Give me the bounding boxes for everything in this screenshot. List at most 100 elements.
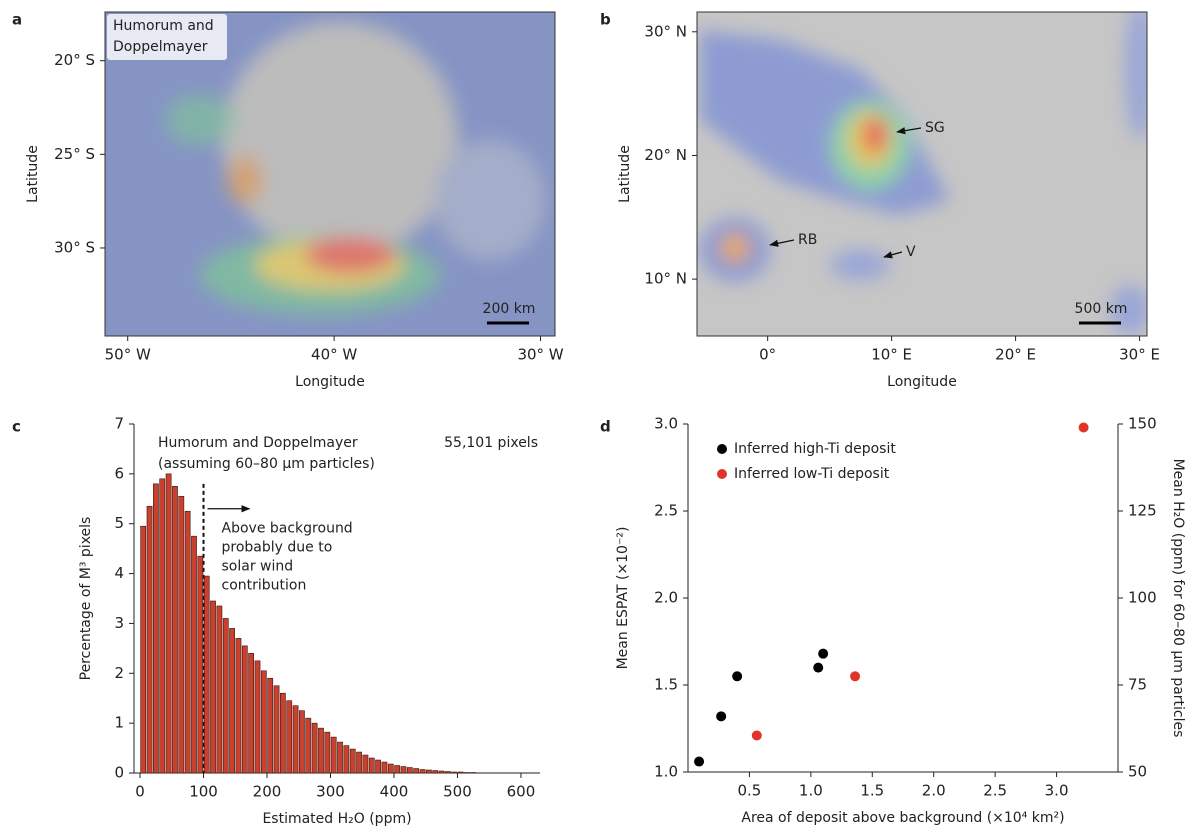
y-tick-label: 0: [114, 764, 124, 782]
map-label: SG: [925, 120, 945, 136]
y-tick-label: 3.0: [654, 415, 678, 433]
y-tick-label: 30° N: [644, 22, 687, 40]
y-tick-label: 25° S: [54, 145, 95, 163]
annotation: solar wind: [222, 559, 294, 575]
y-tick-label: 2.5: [654, 502, 678, 520]
bar: [293, 706, 298, 773]
x-tick-label: 0: [135, 783, 145, 801]
x-tick-label: 600: [507, 783, 536, 801]
bar: [160, 479, 165, 773]
bar: [179, 496, 184, 773]
bar: [445, 772, 450, 773]
bar: [255, 661, 260, 773]
bar: [172, 486, 177, 773]
scale-bar-label: 500 km: [1075, 301, 1128, 317]
y-tick-label: 7: [114, 415, 124, 433]
y2-tick-label: 75: [1128, 676, 1147, 694]
x-tick-label: 1.5: [860, 782, 884, 800]
y-tick-label: 20° S: [54, 51, 95, 69]
bar: [458, 772, 463, 773]
bar: [166, 474, 171, 773]
x-tick-label: 30° W: [517, 346, 563, 364]
bar: [356, 752, 361, 773]
point: [818, 649, 828, 659]
x-axis-label: Area of deposit above background (×10⁴ k…: [741, 810, 1064, 826]
y-tick-label: 1.0: [654, 763, 678, 781]
point: [716, 711, 726, 721]
panel-label: d: [600, 418, 611, 436]
pixel-count: 55,101 pixels: [444, 435, 538, 451]
x-tick-label: 50° W: [105, 346, 151, 364]
x-tick-label: 400: [380, 783, 409, 801]
bar: [344, 746, 349, 773]
bar: [388, 764, 393, 773]
y-tick-label: 1.5: [654, 676, 678, 694]
y-axis-label: Mean ESPAT (×10⁻²): [615, 527, 631, 670]
bar: [331, 737, 336, 773]
y-axis-label: Latitude: [25, 145, 41, 203]
bar: [414, 769, 419, 773]
bar: [337, 742, 342, 773]
y2-tick-label: 50: [1128, 763, 1147, 781]
y-tick-label: 20° N: [644, 146, 687, 164]
bar: [210, 601, 215, 773]
y-axis-label: Latitude: [617, 145, 633, 203]
panel-label: a: [12, 11, 22, 29]
panel-label: c: [12, 418, 21, 436]
panel-label: b: [600, 11, 611, 29]
bar: [141, 526, 146, 773]
bar: [287, 701, 292, 773]
map-blob: [1125, 0, 1155, 140]
bar: [382, 762, 387, 773]
point: [813, 663, 823, 673]
map-label: V: [906, 244, 916, 260]
map-blob: [830, 250, 890, 280]
bar: [268, 678, 273, 773]
point: [694, 757, 704, 767]
map-shade: [105, 12, 555, 336]
x-axis-label: Estimated H₂O (ppm): [262, 811, 411, 827]
x-tick-label: 3.0: [1045, 782, 1069, 800]
bar: [147, 506, 152, 773]
bar: [439, 771, 444, 773]
x-tick-label: 500: [443, 783, 472, 801]
bar: [401, 767, 406, 773]
bar: [191, 536, 196, 773]
bar: [230, 628, 235, 773]
y-tick-label: 6: [114, 464, 124, 482]
x-tick-label: 0°: [759, 346, 776, 364]
point: [732, 671, 742, 681]
legend-label: Inferred low-Ti deposit: [734, 466, 890, 482]
x-tick-label: 100: [189, 783, 218, 801]
bar: [236, 638, 241, 773]
bar: [223, 618, 228, 773]
x-axis-label: Longitude: [887, 374, 957, 390]
bar: [369, 758, 374, 773]
scale-bar-label: 200 km: [483, 301, 536, 317]
bar: [350, 749, 355, 773]
bar: [280, 693, 285, 773]
bar: [204, 576, 209, 773]
bar: [433, 771, 438, 773]
bar: [426, 770, 431, 773]
figure: a50° W40° W30° W20° S25° S30° SLongitude…: [0, 0, 1189, 834]
bar: [306, 718, 311, 773]
map-label: RB: [798, 232, 817, 248]
y-tick-label: 4: [114, 564, 124, 582]
y-tick-label: 2.0: [654, 589, 678, 607]
bar: [185, 511, 190, 773]
map-blob: [863, 117, 887, 153]
bar: [312, 723, 317, 773]
x-tick-label: 20° E: [995, 346, 1036, 364]
y-tick-label: 30° S: [54, 238, 95, 256]
x-tick-label: 2.5: [983, 782, 1007, 800]
panel-title: Humorum and Doppelmayer: [158, 435, 358, 451]
bar: [363, 755, 368, 773]
bar: [217, 606, 222, 773]
x-tick-label: 2.0: [922, 782, 946, 800]
bar: [242, 646, 247, 773]
legend-marker: [717, 444, 727, 454]
point: [1079, 422, 1089, 432]
bar: [452, 772, 457, 773]
y-tick-label: 10° N: [644, 270, 687, 288]
